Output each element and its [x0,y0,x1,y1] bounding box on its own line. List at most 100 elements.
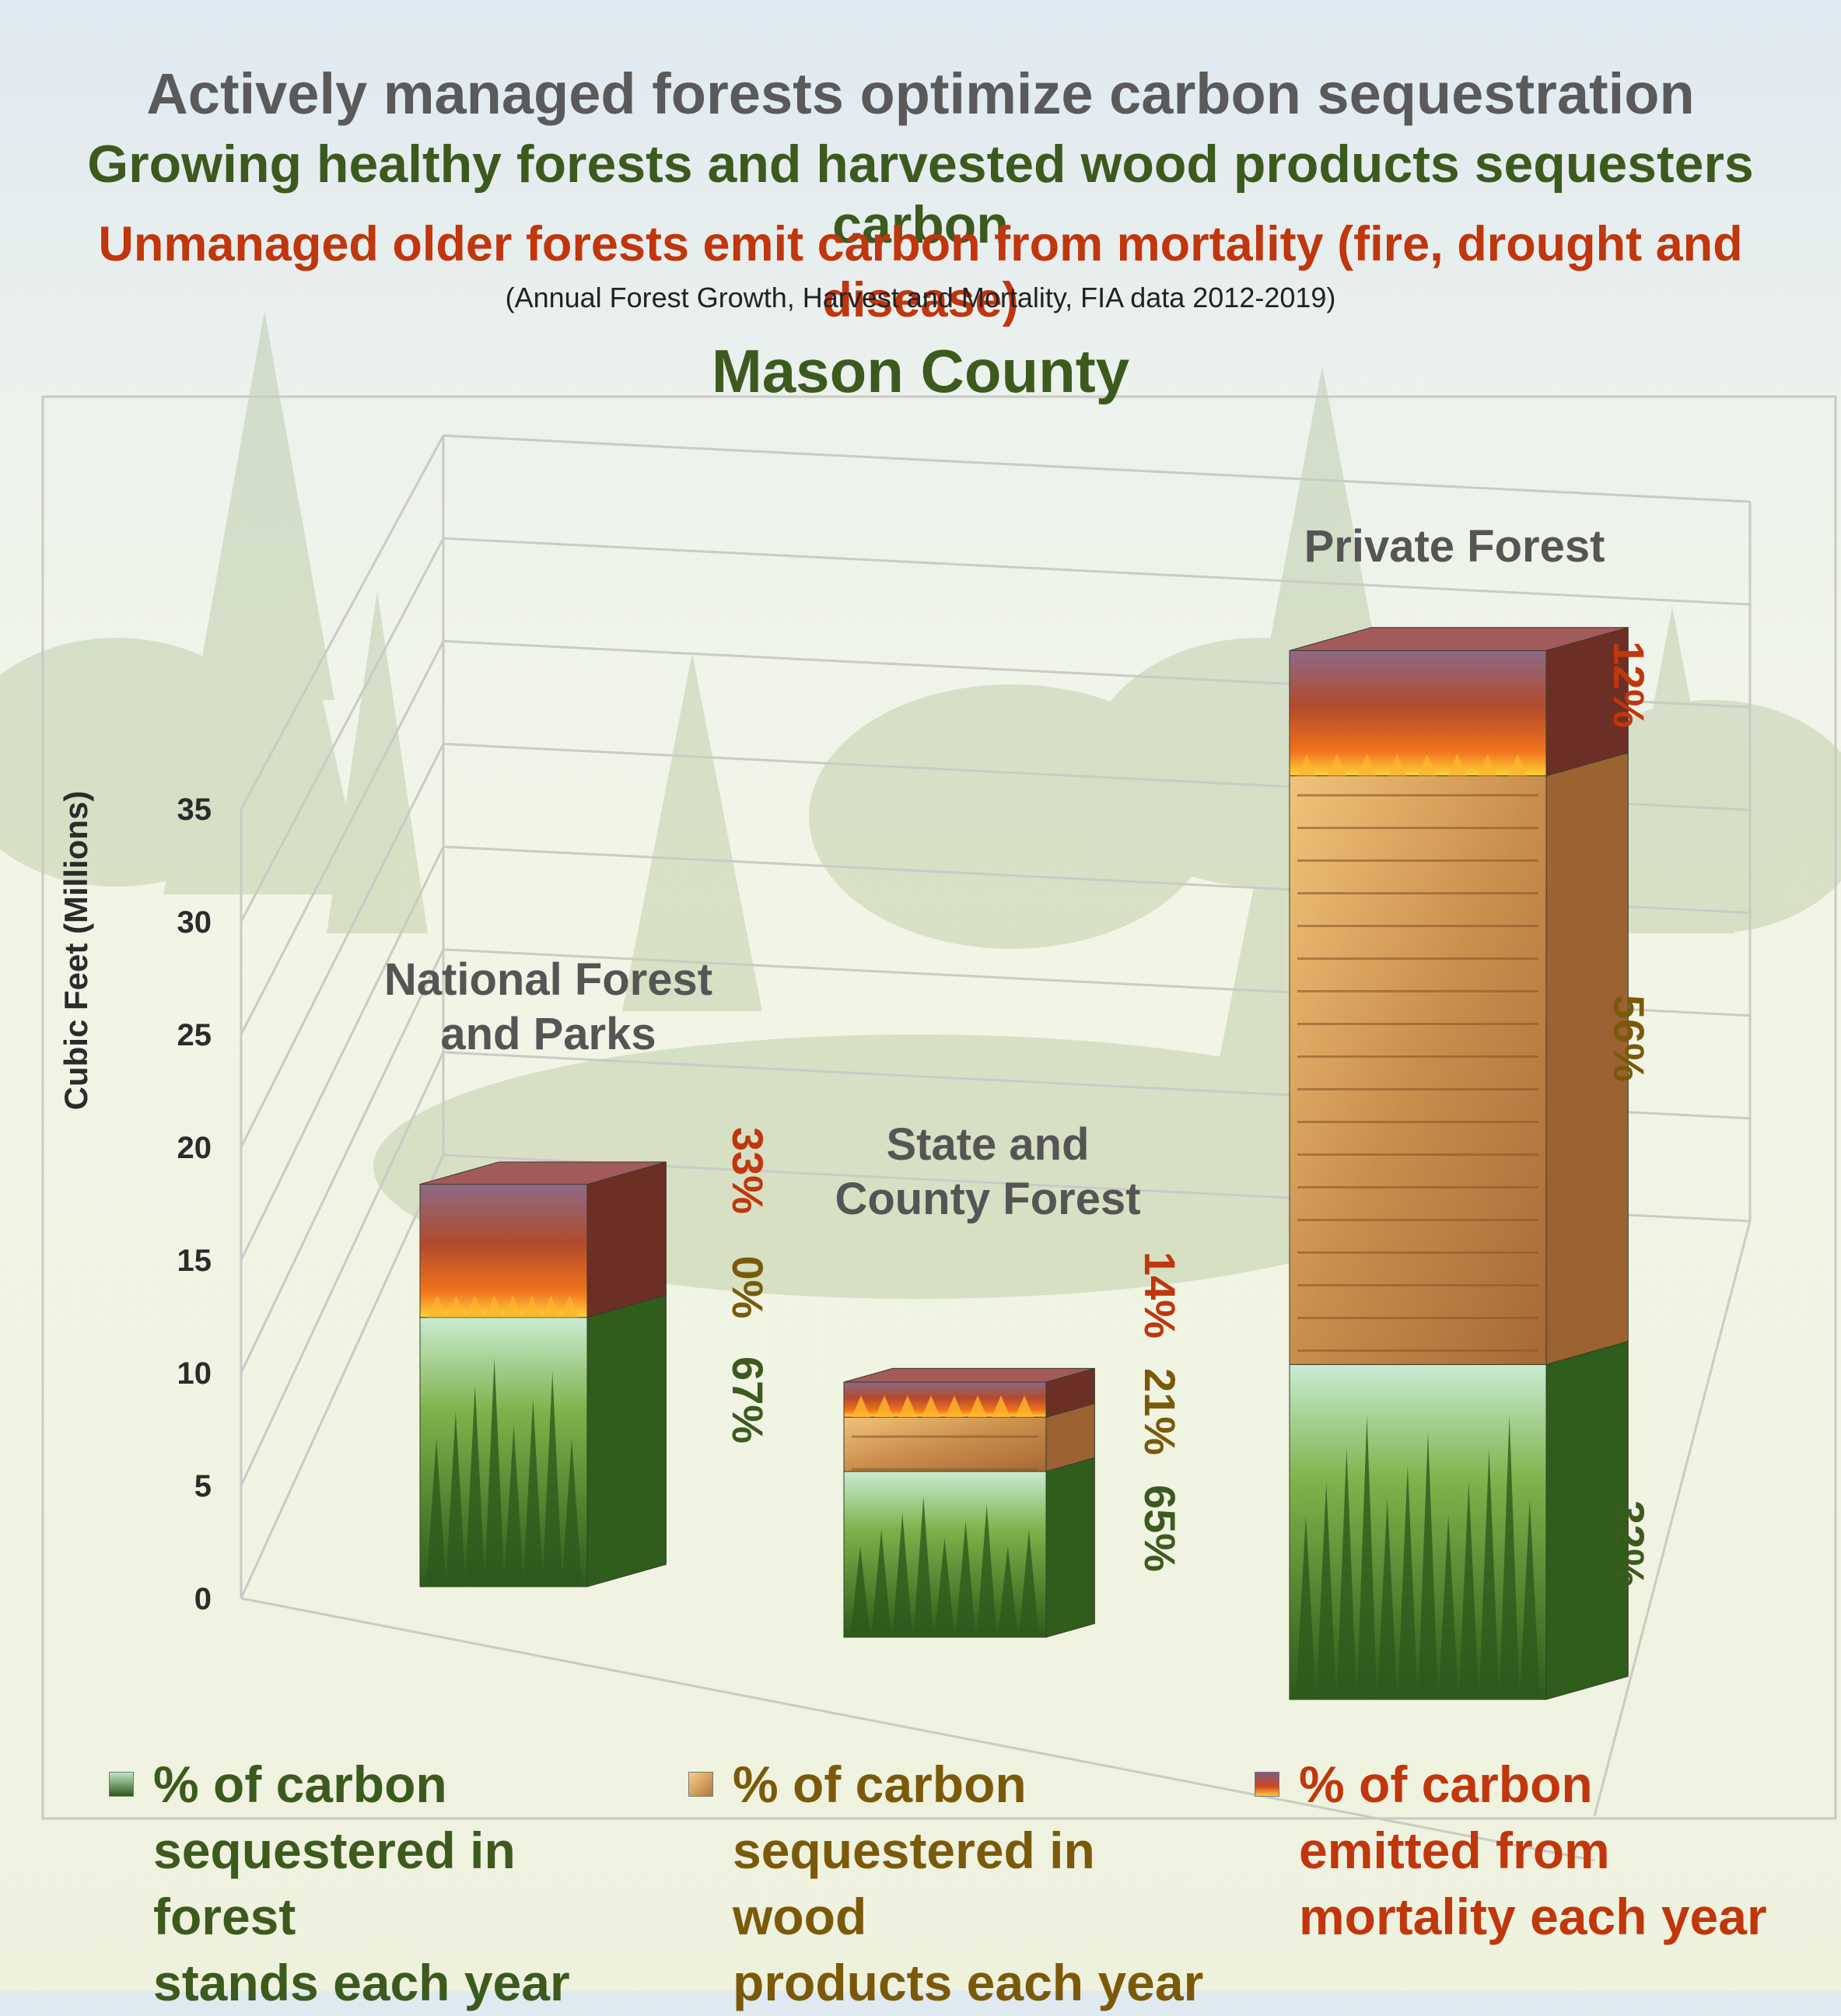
flame-shape [428,1295,446,1318]
flame-shape [992,1395,1010,1418]
region-title: Mason County [711,337,1130,405]
percent-label: 33% [723,1127,772,1214]
gridline-side [240,1154,445,1599]
flame-shape [465,1295,485,1318]
tree-shape [1479,1448,1500,1699]
flame-shape [541,1295,561,1318]
flame-shape [503,1295,523,1318]
percent-label: 67% [723,1356,772,1444]
y-tick-label: 30 [177,905,212,940]
y-tick-label: 25 [177,1018,212,1052]
flame-shape [1508,754,1528,776]
percent-label: 0% [723,1256,772,1319]
flame-shape [1015,1395,1034,1418]
bar-segment-front [843,1381,1047,1418]
flame-shape [1357,754,1377,776]
bar-segment-front [1289,775,1547,1365]
tree-shape [1316,1482,1337,1699]
tree-shape [445,1411,466,1587]
gridline-side [240,435,445,810]
tree-shape [523,1398,544,1587]
flame-shape [1327,754,1346,776]
fire-icon [1255,1772,1279,1797]
tree-shape [503,1425,524,1587]
tree-shape [934,1538,955,1637]
legend-label: % of carbon sequestered in forest stands… [153,1755,570,2011]
legend-label: % of carbon sequestered in wood products… [733,1755,1204,2011]
percent-label: 14% [1136,1251,1185,1339]
bar-top [1289,627,1629,651]
tree-shape [1438,1515,1459,1699]
tree-shape [850,1545,870,1637]
subtitle-sequestration: Growing healthy forests and harvested wo… [87,135,1754,254]
flame-shape [1418,754,1437,776]
flame-shape [522,1295,541,1318]
y-tick-label: 10 [177,1356,212,1391]
gridline [443,537,1751,606]
gridline-side [240,537,445,922]
floor-edge [240,1597,1595,1862]
percent-label: 65% [1136,1485,1185,1572]
flame-shape [1478,754,1497,776]
floor-edge [1593,1220,1752,1817]
tree-shape [892,1513,913,1637]
bar-segment-front [419,1184,588,1318]
flame-shape [898,1395,917,1418]
tree-shape [871,1529,892,1637]
tree-shape [913,1496,934,1637]
percent-label: 12% [1605,641,1654,728]
forest-icon [109,1772,134,1797]
tree-shape [955,1521,976,1637]
percent-label: 56% [1605,995,1654,1082]
data-source-note: (Annual Forest Growth, Harvest and Morta… [505,282,1336,313]
main-title: Actively managed forests optimize carbon… [146,61,1695,126]
tree-shape [1519,1498,1540,1699]
percent-label: 21% [1136,1368,1185,1455]
gridline [443,434,1751,503]
tree-shape [484,1357,505,1587]
tree-shape [1296,1515,1316,1699]
gridline-side [240,640,445,1035]
tree-shape [976,1504,997,1637]
flame-shape [1388,754,1407,776]
flame-shape [852,1395,870,1418]
category-label: Private Forest [1304,521,1605,572]
tree-shape [1356,1414,1377,1699]
y-tick-label: 0 [194,1582,212,1616]
tree-shape [1336,1448,1357,1699]
tree-shape [542,1370,563,1587]
flame-shape [875,1395,894,1418]
flame-shape [560,1295,579,1318]
y-tick-label: 20 [177,1131,212,1165]
category-label: National Forest and Parks [383,954,713,1059]
bar-segment-side [1045,1457,1095,1638]
flame-shape [485,1295,504,1318]
gridline-side [240,845,445,1261]
tree-shape [562,1438,583,1587]
tree-shape [1377,1498,1398,1699]
y-tick-label: 35 [177,793,212,827]
tree-shape [464,1384,485,1587]
bar-segment-front [1289,650,1547,776]
gridline-side [240,949,445,1374]
flame-shape [922,1395,940,1418]
tree-shape [1499,1414,1520,1699]
tree-shape [997,1545,1018,1637]
flame-shape [1297,754,1316,776]
tree-shape [1458,1482,1479,1699]
y-tick-label: 5 [194,1469,212,1503]
tree-shape [1418,1431,1438,1699]
flame-shape [1447,754,1467,776]
bar-top [843,1367,1095,1383]
subtitle-emission: Unmanaged older forests emit carbon from… [98,217,1743,327]
gridline-side [240,1052,445,1486]
y-tick-label: 15 [177,1244,212,1278]
tree-shape [426,1438,446,1587]
legend-label: % of carbon emitted from mortality each … [1299,1755,1767,1945]
bar-segment-side [586,1161,667,1318]
percent-label: 32% [1605,1500,1654,1587]
bar-top [419,1161,667,1185]
bar-segment-side [586,1294,667,1587]
